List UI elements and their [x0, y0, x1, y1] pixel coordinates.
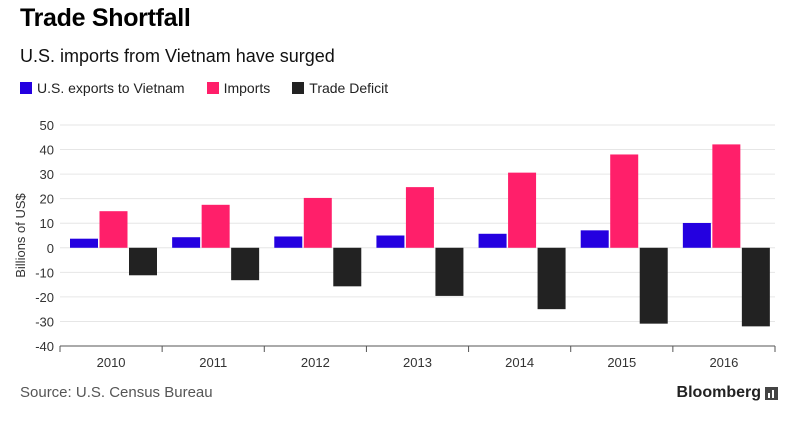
legend-swatch-imports — [206, 82, 219, 94]
bar-imports-2015 — [610, 154, 639, 248]
y-tick-label: -30 — [35, 314, 54, 329]
y-tick-label: 30 — [40, 167, 54, 182]
bar-trade-deficit-2015 — [639, 247, 668, 324]
legend-swatch-exports — [20, 82, 32, 94]
bar-u-s-exports-to-vietnam-2014 — [478, 233, 507, 248]
bar-imports-2011 — [201, 204, 230, 248]
y-tick-label: 50 — [40, 118, 54, 133]
chart-title: Trade Shortfall — [20, 4, 191, 32]
x-tick-label: 2014 — [505, 355, 534, 370]
bar-chart-icon — [765, 386, 778, 400]
legend: U.S. exports to Vietnam Imports Trade De… — [20, 80, 410, 96]
y-tick-label: 40 — [40, 143, 54, 158]
x-tick-label: 2010 — [97, 355, 126, 370]
x-tick-label: 2015 — [607, 355, 636, 370]
bar-u-s-exports-to-vietnam-2010 — [70, 238, 98, 248]
bar-u-s-exports-to-vietnam-2013 — [376, 235, 405, 248]
bar-u-s-exports-to-vietnam-2012 — [274, 236, 303, 248]
legend-label-imports: Imports — [223, 80, 271, 96]
legend-swatch-deficit — [292, 82, 305, 94]
bar-imports-2010 — [99, 211, 128, 248]
legend-item-deficit: Trade Deficit — [292, 80, 388, 96]
bar-imports-2012 — [303, 197, 332, 248]
bar-imports-2016 — [712, 144, 741, 248]
bar-trade-deficit-2011 — [231, 247, 260, 281]
bar-u-s-exports-to-vietnam-2016 — [682, 222, 711, 248]
y-tick-label: 0 — [47, 241, 54, 256]
bar-trade-deficit-2012 — [333, 247, 362, 287]
bar-u-s-exports-to-vietnam-2015 — [580, 230, 609, 248]
legend-item-exports: U.S. exports to Vietnam — [20, 80, 185, 96]
legend-label-exports: U.S. exports to Vietnam — [37, 80, 185, 96]
y-tick-label: -10 — [35, 265, 54, 280]
y-tick-label: -40 — [35, 339, 54, 354]
x-tick-label: 2011 — [199, 355, 227, 370]
x-tick-label: 2013 — [403, 355, 432, 370]
y-tick-label: 20 — [40, 192, 54, 207]
chart-subtitle: U.S. imports from Vietnam have surged — [20, 46, 335, 66]
x-tick-label: 2016 — [709, 355, 738, 370]
legend-label-deficit: Trade Deficit — [309, 80, 389, 96]
bar-trade-deficit-2014 — [537, 247, 566, 310]
bar-trade-deficit-2016 — [741, 247, 770, 327]
bar-u-s-exports-to-vietnam-2011 — [172, 237, 201, 248]
y-tick-label: 10 — [40, 216, 54, 231]
y-axis-label: Billions of US$ — [13, 192, 28, 277]
x-tick-label: 2012 — [301, 355, 330, 370]
bar-imports-2014 — [508, 172, 537, 248]
bar-trade-deficit-2013 — [435, 247, 464, 296]
brand-logo: Bloomberg — [677, 384, 778, 402]
source-note: Source: U.S. Census Bureau — [20, 384, 213, 401]
bar-imports-2013 — [405, 187, 434, 248]
brand-name: Bloomberg — [676, 384, 761, 401]
bar-trade-deficit-2010 — [129, 247, 157, 276]
y-tick-label: -20 — [35, 290, 54, 305]
legend-item-imports: Imports — [206, 80, 271, 96]
